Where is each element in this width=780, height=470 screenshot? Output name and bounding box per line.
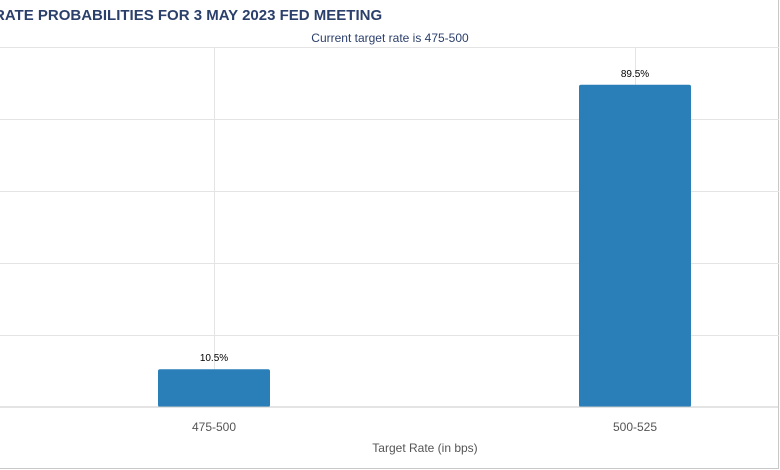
chart-subtitle: Current target rate is 475-500 [311, 31, 469, 45]
data-label-500-525: 89.5% [621, 69, 649, 80]
x-tick-labels: 475-500 500-525 [192, 420, 657, 434]
data-labels: 10.5% 89.5% [200, 69, 649, 364]
x-tick-label-500-525: 500-525 [613, 420, 657, 434]
bar-500-525[interactable] [579, 84, 691, 408]
x-tick-label-475-500: 475-500 [192, 420, 236, 434]
chart-title: RATE PROBABILITIES FOR 3 MAY 2023 FED ME… [0, 7, 383, 24]
x-axis-title: Target Rate (in bps) [372, 441, 477, 455]
bars [158, 84, 691, 408]
data-label-475-500: 10.5% [200, 353, 228, 364]
bar-475-500[interactable] [158, 369, 270, 407]
